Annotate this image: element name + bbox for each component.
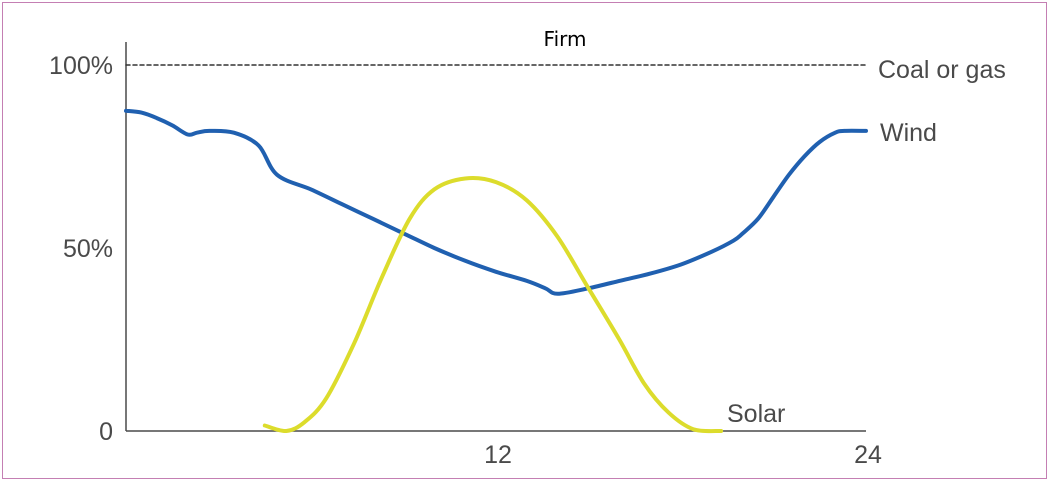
series-layer <box>124 64 868 434</box>
tick-layer: 0 50% 100% 12 24 <box>49 52 882 469</box>
series-label-layer: Coal or gas Wind Solar <box>727 56 1006 428</box>
y-tick-label: 50% <box>63 235 113 263</box>
wind-line <box>124 108 868 296</box>
chart-title: Firm <box>544 27 587 51</box>
x-tick-label: 24 <box>854 441 882 469</box>
y-tick-label: 0 <box>99 418 113 446</box>
x-tick-label: 12 <box>484 441 512 469</box>
series-label-wind: Wind <box>880 119 937 147</box>
solar-line <box>262 176 724 434</box>
series-label-coal-or-gas: Coal or gas <box>878 56 1006 84</box>
y-tick-label: 100% <box>49 52 113 80</box>
series-label-solar: Solar <box>727 400 785 428</box>
